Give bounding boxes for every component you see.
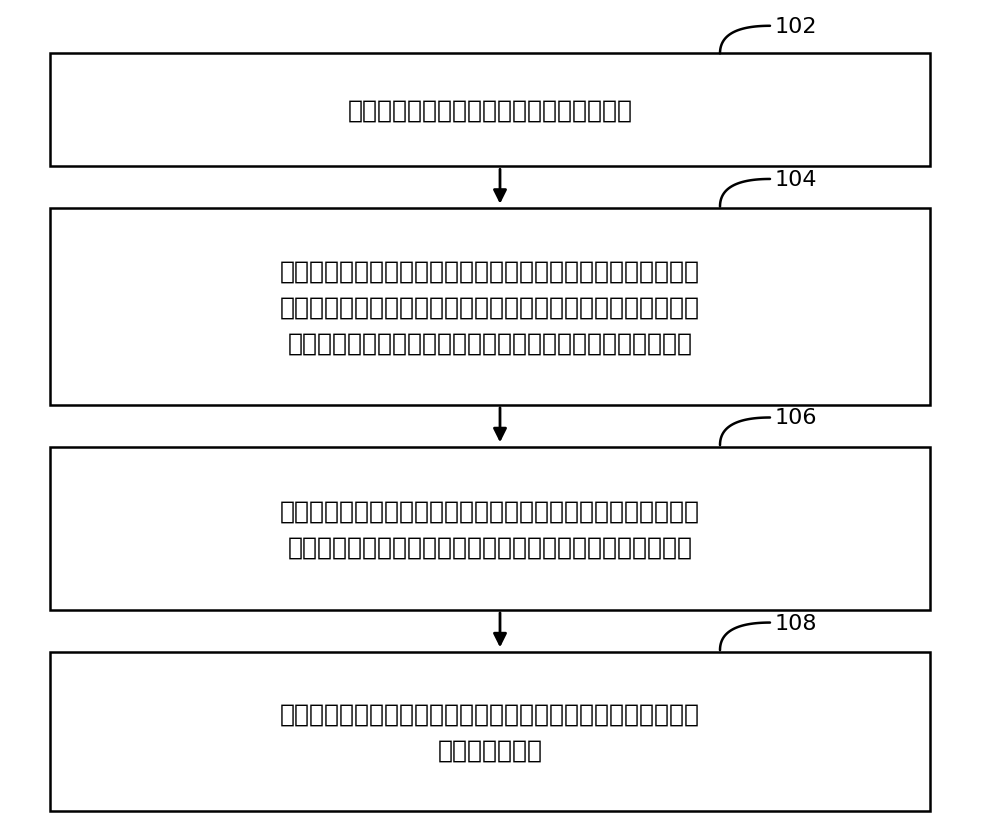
Text: 104: 104: [775, 170, 818, 190]
Bar: [50, 54, 930, 167]
Text: 106: 106: [775, 408, 818, 428]
Text: 淬灭预设荧光标记，用苏木精伊红染色法对待处理切片进行上色
染色，获取上色染色切片，扫描上色染色切片以获取上色图像: 淬灭预设荧光标记，用苏木精伊红染色法对待处理切片进行上色 染色，获取上色染色切片…: [280, 498, 700, 559]
Text: 将至少一个荧光图像和上色图像进行图像叠加融合处理，得到交
叉复染融合图像: 将至少一个荧光图像和上色图像进行图像叠加融合处理，得到交 叉复染融合图像: [280, 701, 700, 762]
Bar: [50, 209, 930, 405]
Text: 用带有预设抗体的荧光染色试剂对待处理切片进行至少一次荧光
染色，获取至少一个包括预设荧光标记的荧光染色切片；扫描至
少一个荧光染色切片，获取至少一个包括荧光区域: 用带有预设抗体的荧光染色试剂对待处理切片进行至少一次荧光 染色，获取至少一个包括…: [280, 259, 700, 355]
Bar: [50, 652, 930, 811]
Text: 108: 108: [775, 613, 818, 633]
Text: 将组织病理切片进行脱蜡，获取待处理切片: 将组织病理切片进行脱蜡，获取待处理切片: [348, 99, 633, 123]
Text: 102: 102: [775, 17, 818, 37]
Bar: [50, 447, 930, 610]
